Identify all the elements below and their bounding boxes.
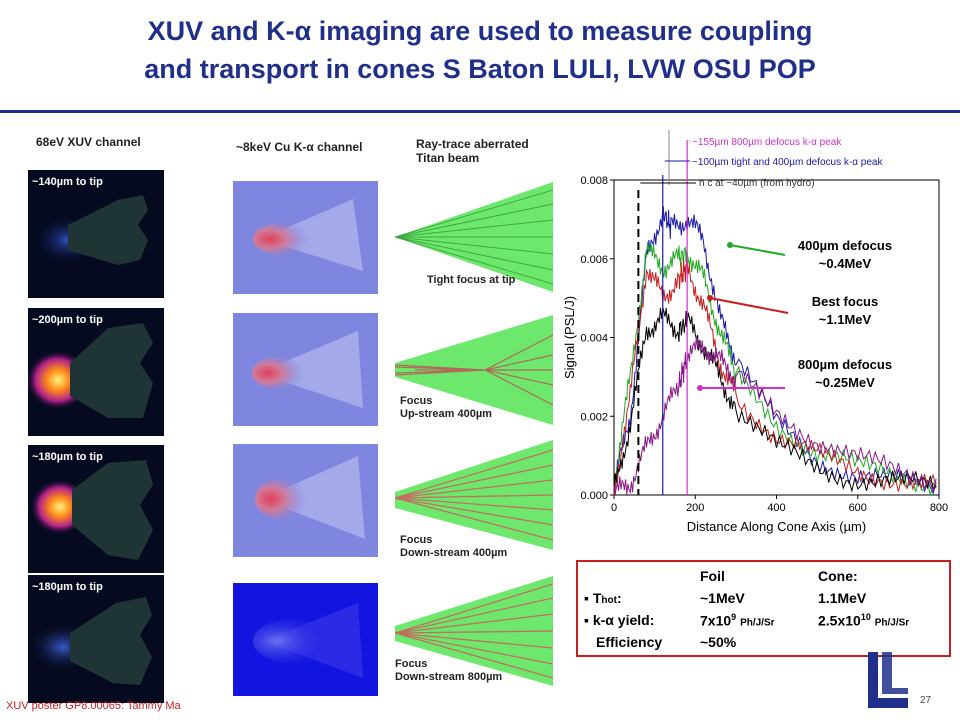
llnl-logo-icon <box>868 652 908 708</box>
kalpha-image-1 <box>233 181 378 294</box>
x-axis-label: Distance Along Cone Axis (µm) <box>687 519 866 534</box>
annotation-label: ~0.25MeV <box>815 375 875 390</box>
table-cell: 2.5x1010 Ph/J/Sr <box>818 612 910 629</box>
xuv-image-1: ~140µm to tip <box>28 170 164 298</box>
table-header-foil: Foil <box>700 568 725 584</box>
page-number: 27 <box>920 695 932 706</box>
series-line <box>613 336 937 496</box>
marker-label: n c at ~40µm (from hydro) <box>699 178 815 189</box>
xuv-tip-label: ~180µm to tip <box>32 581 103 593</box>
y-tick-label: 0.004 <box>580 333 608 345</box>
ray-trace-image-3 <box>394 440 554 550</box>
annotation-label: 800µm defocus <box>798 357 892 372</box>
table-row-label: Efficiency <box>596 634 663 650</box>
x-tick-label: 400 <box>767 502 785 514</box>
table-cell: 1.1MeV <box>818 590 867 606</box>
kalpha-channel-label: ~8keV Cu K-α channel <box>236 140 363 154</box>
annotation-label: ~0.4MeV <box>819 256 872 271</box>
table-row-label: ▪ k-α yield: <box>584 612 655 628</box>
signal-chart: 0.000 0.002 0.004 0.006 0.008 0 200 400 600 800 Di… <box>562 130 948 534</box>
marker-label: ~155µm 800µm defocus k-α peak <box>692 137 842 148</box>
xuv-image-4: ~180µm to tip <box>28 575 164 703</box>
ray-trace-label: Ray-trace aberrated Titan beam <box>416 137 529 165</box>
ray-label-2: Focus Up-stream 400µm <box>400 395 492 420</box>
ray-trace-image-1 <box>394 182 554 292</box>
ray-trace-image-2 <box>394 315 554 425</box>
table-row-label: ▪ Thot: <box>584 590 622 606</box>
table-cell: ~50% <box>700 634 737 650</box>
y-tick-label: 0.006 <box>580 254 608 266</box>
results-table: Foil Cone: ▪ Thot: ~1MeV 1.1MeV ▪ k-α yi… <box>576 560 951 657</box>
ray-label-4: Focus Down-stream 800µm <box>395 658 503 683</box>
x-tick-label: 200 <box>686 502 704 514</box>
annotation-label: ~1.1MeV <box>819 312 872 327</box>
series-line <box>613 242 937 496</box>
title-line-1: XUV and K-α imaging are used to measure … <box>147 16 813 46</box>
title-rule <box>0 110 960 113</box>
slide-title: XUV and K-α imaging are used to measure … <box>0 12 960 88</box>
table-cell: 7x109 Ph/J/Sr <box>700 612 775 629</box>
annotation-arrow <box>709 297 789 314</box>
ray-label-1: Tight focus at tip <box>427 274 516 286</box>
table-cell: ~1MeV <box>700 590 745 606</box>
xuv-tip-label: ~180µm to tip <box>32 451 103 463</box>
marker-label: ~100µm tight and 400µm defocus k-α peak <box>692 157 883 168</box>
xuv-image-3: ~180µm to tip <box>28 445 164 573</box>
footer-citation: XUV poster GP8.00065: Tammy Ma <box>6 700 181 712</box>
ray-trace-image-4 <box>394 576 554 686</box>
annotation-arrowhead <box>727 242 733 248</box>
x-tick-label: 800 <box>930 502 948 514</box>
ray-label-3: Focus Down-stream 400µm <box>400 534 508 559</box>
y-axis-label: Signal (PSL/J) <box>562 296 577 379</box>
kalpha-image-3 <box>233 444 378 557</box>
annotation-arrowhead <box>707 295 713 301</box>
y-tick-label: 0.008 <box>580 175 608 187</box>
annotation-arrowhead <box>697 385 703 391</box>
xuv-tip-label: ~140µm to tip <box>32 176 103 188</box>
title-line-2: and transport in cones S Baton LULI, LVW… <box>144 54 816 84</box>
x-tick-label: 600 <box>849 502 867 514</box>
series-line <box>613 257 937 496</box>
table-header-cone: Cone: <box>818 568 858 584</box>
kalpha-image-2 <box>233 313 378 426</box>
y-tick-label: 0.002 <box>580 411 608 423</box>
x-tick-label: 0 <box>611 502 617 514</box>
kalpha-image-4 <box>233 583 378 696</box>
annotation-arrow <box>729 244 786 256</box>
xuv-channel-label: 68eV XUV channel <box>36 135 141 149</box>
y-tick-label: 0.000 <box>580 490 608 502</box>
series-line <box>613 205 937 495</box>
annotation-label: Best focus <box>812 294 878 309</box>
xuv-tip-label: ~200µm to tip <box>32 314 103 326</box>
xuv-image-2: ~200µm to tip <box>28 308 164 436</box>
annotation-label: 400µm defocus <box>798 238 892 253</box>
